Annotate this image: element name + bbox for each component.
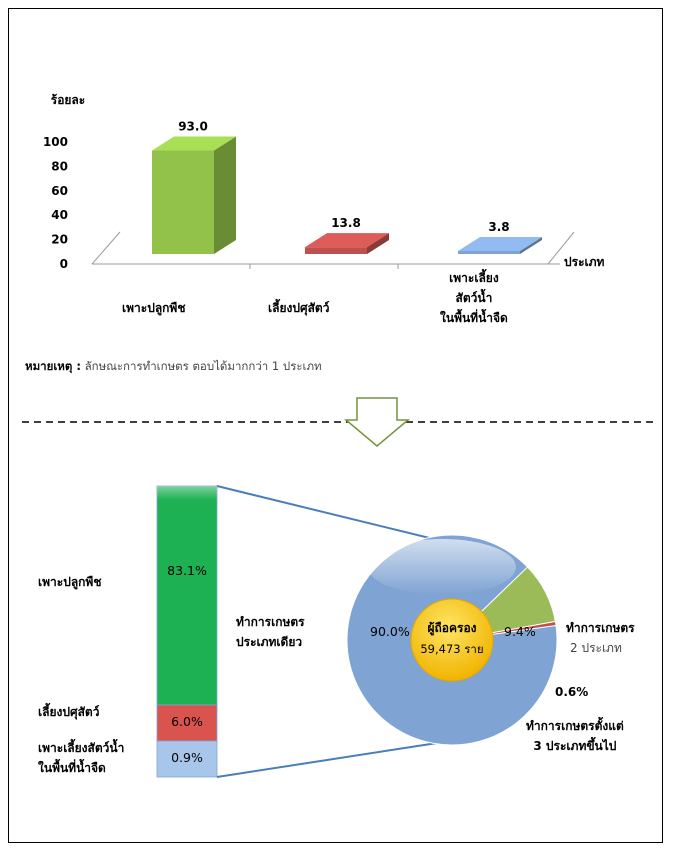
pie-slice-label: ทำการเกษตรตั้งแต่ 3 ประเภทขึ้นไป <box>526 716 624 756</box>
bar-value-label: 3.8 <box>488 220 509 234</box>
connector-line-bottom <box>216 742 438 778</box>
stack-segment <box>156 485 218 706</box>
y-tick-label: 80 <box>51 159 68 173</box>
stack-segment-label-line: เพาะเลี้ยงสัตว์น้ำ <box>38 741 125 755</box>
pie-gloss <box>368 539 516 595</box>
stack-segment-label-line: ในพื้นที่น้ำจืด <box>38 761 106 775</box>
bar-category-label-line: เพาะเลี้ยง <box>449 271 499 285</box>
bar-front <box>305 247 367 254</box>
bar-category-label-line: ในพื้นที่น้ำจืด <box>440 311 508 325</box>
arrow-shape <box>343 397 411 447</box>
stack-segment-value: 0.9% <box>171 750 203 765</box>
footnote-text: ลักษณะการทำเกษตร ตอบได้มากกว่า 1 ประเภท <box>84 359 322 373</box>
footnote: หมายเหตุ : ลักษณะการทำเกษตร ตอบได้มากกว่… <box>25 358 322 376</box>
stack-segment <box>156 740 218 778</box>
pie-chart: ผู้ถือครอง 59,473 ราย 90.0% 9.4% 0.6% <box>216 485 588 778</box>
bar-category-label: เพาะเลี้ยงสัตว์น้ำในพื้นที่น้ำจืด <box>440 268 508 328</box>
y-tick-label: 0 <box>60 257 68 271</box>
y-tick-label: 100 <box>43 135 68 149</box>
down-arrow-icon <box>22 397 656 447</box>
pie-slice-label: ทำการเกษตรประเภทเดียว <box>236 612 305 652</box>
bar-front <box>458 251 520 254</box>
floor-depth-line-right <box>547 231 575 265</box>
bar-top <box>152 136 236 151</box>
stack-segment-label-line: เพาะปลูกพืช <box>38 575 102 589</box>
bar-value-label: 93.0 <box>178 120 208 134</box>
y-tick-label: 20 <box>51 233 68 247</box>
pie-center-value: 59,473 ราย <box>420 642 483 656</box>
stack-segment <box>156 704 218 742</box>
bar-top <box>305 233 389 248</box>
connector-line-top <box>216 485 451 544</box>
pie-slice-value: 9.4% <box>504 624 536 639</box>
x-axis-label: ประเภท <box>564 255 605 269</box>
pie-slice-label-line: ประเภทเดียว <box>236 635 303 649</box>
stack-segment-value: 83.1% <box>167 562 207 578</box>
y-tick-label: 40 <box>51 208 68 222</box>
pie-slice-label-line: 2 ประเภท <box>570 641 622 655</box>
bar-side <box>367 233 389 254</box>
pie-center-disk <box>410 598 494 682</box>
floor-depth-line-left <box>91 231 121 265</box>
bar-front <box>152 150 214 254</box>
stack-segment-label: เพาะเลี้ยงสัตว์น้ำในพื้นที่น้ำจืด <box>38 738 124 778</box>
stack-segment-label: เลี้ยงปศุสัตว์ <box>38 702 99 722</box>
bar-category-label-line: เพาะปลูกพืช <box>122 301 186 315</box>
pie-slice-label-line: ทำการเกษตร <box>236 615 305 629</box>
stack-segment-label: เพาะปลูกพืช <box>38 572 102 592</box>
footnote-heading: หมายเหตุ : <box>25 359 81 373</box>
stack-gloss <box>157 486 217 500</box>
bar-side <box>214 136 236 254</box>
bar-value-label: 13.8 <box>331 216 361 230</box>
pie-center-label: ผู้ถือครอง <box>427 621 476 636</box>
stack-segment-value: 6.0% <box>171 714 203 729</box>
bar-side <box>520 237 542 254</box>
pie-slice-label-line: ทำการเกษตรตั้งแต่ <box>526 719 624 733</box>
bar-category-label: เลี้ยงปศุสัตว์ <box>268 298 329 318</box>
pie-slice-label: ทำการเกษตร 2 ประเภท <box>566 618 635 658</box>
pie-slice-label-line: 3 ประเภทขึ้นไป <box>533 739 617 753</box>
bar-top <box>458 237 542 251</box>
pie-slice-value: 0.6% <box>555 685 588 699</box>
pie-slice-value: 90.0% <box>370 624 410 639</box>
figure-frame <box>8 8 663 843</box>
stack-segment-label-line: เลี้ยงปศุสัตว์ <box>38 705 100 719</box>
bar-category-label-line: เลี้ยงปศุสัตว์ <box>268 301 330 315</box>
pie-slice-label-line: ทำการเกษตร <box>566 621 635 635</box>
y-tick-label: 60 <box>51 184 68 198</box>
bar-category-label-line: สัตว์น้ำ <box>455 291 493 305</box>
bar-category-label: เพาะปลูกพืช <box>122 298 186 318</box>
y-axis-label: ร้อยละ <box>51 93 85 107</box>
stacked-bar <box>156 485 218 778</box>
